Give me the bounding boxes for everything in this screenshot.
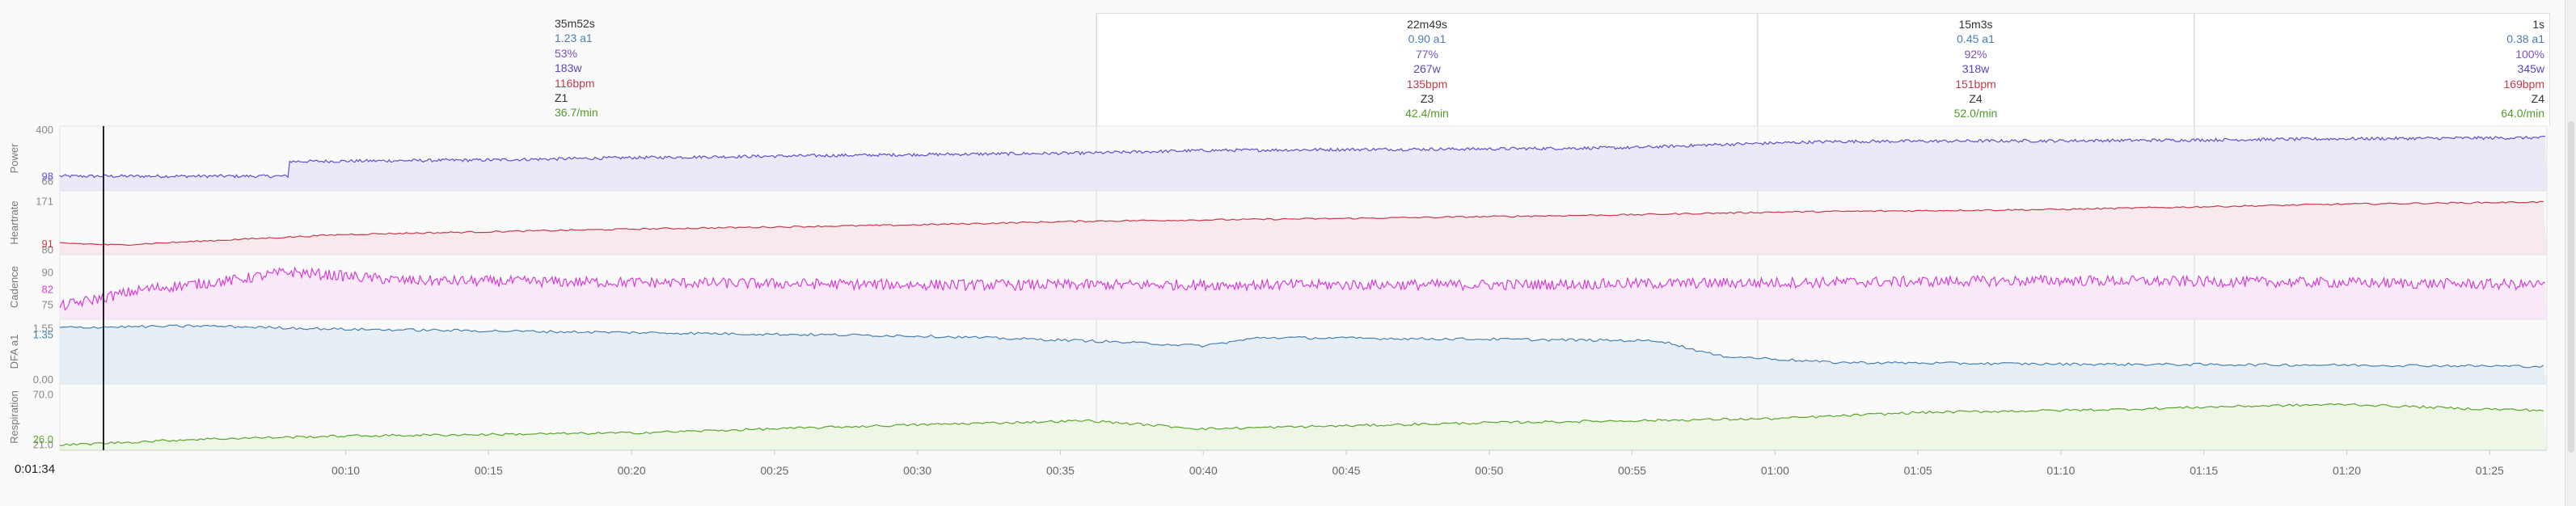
y-tick-label: 90 [42,266,53,278]
zone-label: Z3 [1420,92,1434,106]
time-tick-label: 01:15 [2190,464,2218,477]
zone-stats-4: 1s 0.38 a1 100% 345w 169bpm Z4 64.0/min [2194,17,2544,121]
y-tick-label: 70.0 [33,389,53,401]
zone-watts: 183w [555,61,582,75]
time-tick-label: 01:10 [2046,464,2075,477]
time-tick-label: 00:50 [1475,464,1503,477]
y-tick-label: 75 [42,298,53,310]
series-area [60,268,2547,319]
time-tick-label: 00:45 [1332,464,1361,477]
zone-dfa: 1.23 a1 [555,32,593,45]
current-value-label: 26.0 [33,433,53,445]
zone-respiration: 36.7/min [555,106,598,120]
time-tick-label: 00:30 [903,464,931,477]
zone-respiration: 42.4/min [1405,107,1449,120]
y-tick-label: 66 [42,175,53,187]
current-value-label: 1.35 [33,328,53,340]
zone-label: Z1 [555,91,568,105]
zone-percent: 92% [1964,47,1987,61]
zone-percent: 77% [1415,47,1439,61]
y-tick-label: 400 [36,124,53,136]
zone-dfa: 0.45 a1 [1957,32,1995,46]
series-area [60,136,2547,191]
zone-panel-3[interactable]: 15m3s 0.45 a1 92% 318w 151bpm Z4 52.0/mi… [1758,13,2194,126]
zone-duration: 15m3s [1958,18,1993,31]
time-tick-label: 00:25 [760,464,788,477]
zone-duration: 1s [2532,18,2544,31]
panel-respiration[interactable]: Respiration 70.0 21.026.0 [8,383,2548,451]
y-tick-label: 171 [36,196,53,208]
series-area [60,325,2547,384]
panel-title: Respiration [8,390,20,444]
time-tick-label: 01:20 [2333,464,2361,477]
y-tick-label: 1.55 [33,322,53,334]
series-line[interactable] [59,266,2546,311]
series-line[interactable] [59,403,2544,446]
time-tick-label: 00:20 [618,464,646,477]
scrollbar-thumb[interactable] [2568,121,2574,453]
zone-heartrate: 169bpm [2503,77,2544,91]
series-line[interactable] [59,135,2546,179]
zone-panel-1[interactable]: 35m52s 1.23 a1 53% 183w 116bpm Z1 36.7/m… [60,13,1096,126]
series-line[interactable] [59,324,2544,369]
zone-heartrate: 135bpm [1406,77,1448,91]
zone-heartrate: 116bpm [555,76,595,90]
zone-duration: 35m52s [555,17,595,30]
current-value-label: 91 [42,238,53,250]
time-axis: 00:10 00:15 00:20 00:25 00:30 00:35 00:40 00:45… [60,449,2547,477]
y-tick-label: 80 [42,243,53,255]
zone-stats-3: 15m3s 0.45 a1 92% 318w 151bpm Z4 52.0/mi… [1758,17,2194,121]
zone-panel-2[interactable]: 22m49s 0.90 a1 77% 267w 135bpm Z3 42.4/m… [1096,13,1758,126]
series-line[interactable] [59,200,2544,247]
time-tick-label: 00:55 [1618,464,1646,477]
current-value-label: 98 [42,170,53,182]
time-tick-label: 01:00 [1761,464,1789,477]
time-tick-label: 00:35 [1046,464,1075,477]
panel-title: Cadence [8,266,20,308]
panel-title: DFA a1 [8,335,20,369]
zone-percent: 100% [2515,47,2544,61]
zone-dfa: 0.90 a1 [1408,32,1446,46]
zone-percent: 53% [555,46,578,60]
zone-label: Z4 [2531,92,2544,106]
time-tick-label: 01:05 [1904,464,1932,477]
panel-title: Heartrate [8,200,20,244]
series-area [60,201,2547,255]
zone-watts: 267w [1413,62,1441,76]
zone-watts: 318w [1962,62,1990,76]
zone-watts: 345w [2517,62,2544,76]
cursor-time-readout: 0:01:34 [15,462,56,476]
zone-duration: 22m49s [1407,18,1447,31]
current-value-label: 82 [42,284,53,296]
y-tick-label: 21.0 [33,438,53,450]
zone-stats-2: 22m49s 0.90 a1 77% 267w 135bpm Z3 42.4/m… [1097,17,1757,121]
y-tick-label: 0.00 [33,373,53,386]
zone-panel-4[interactable]: 1s 0.38 a1 100% 345w 169bpm Z4 64.0/min [2194,13,2550,126]
time-tick-label: 00:10 [332,464,360,477]
panel-title: Power [8,143,20,174]
zone-stats-1: 35m52s 1.23 a1 53% 183w 116bpm Z1 36.7/m… [60,16,1096,120]
zone-respiration: 64.0/min [2501,107,2544,120]
zone-respiration: 52.0/min [1953,107,1998,120]
panel-dfa-a1[interactable]: DFA a1 1.55 0.00 1.35 [8,318,2548,386]
zone-label: Z4 [1969,92,1983,106]
vertical-scrollbar[interactable] [2565,0,2576,506]
panel-cadence[interactable]: Cadence 90 75 82 [8,254,2548,320]
time-tick-label: 01:25 [2476,464,2504,477]
zone-heartrate: 151bpm [1955,77,1996,91]
time-tick-label: 00:15 [475,464,503,477]
time-tick-label: 00:40 [1189,464,1218,477]
zone-dfa: 0.38 a1 [2506,32,2544,46]
